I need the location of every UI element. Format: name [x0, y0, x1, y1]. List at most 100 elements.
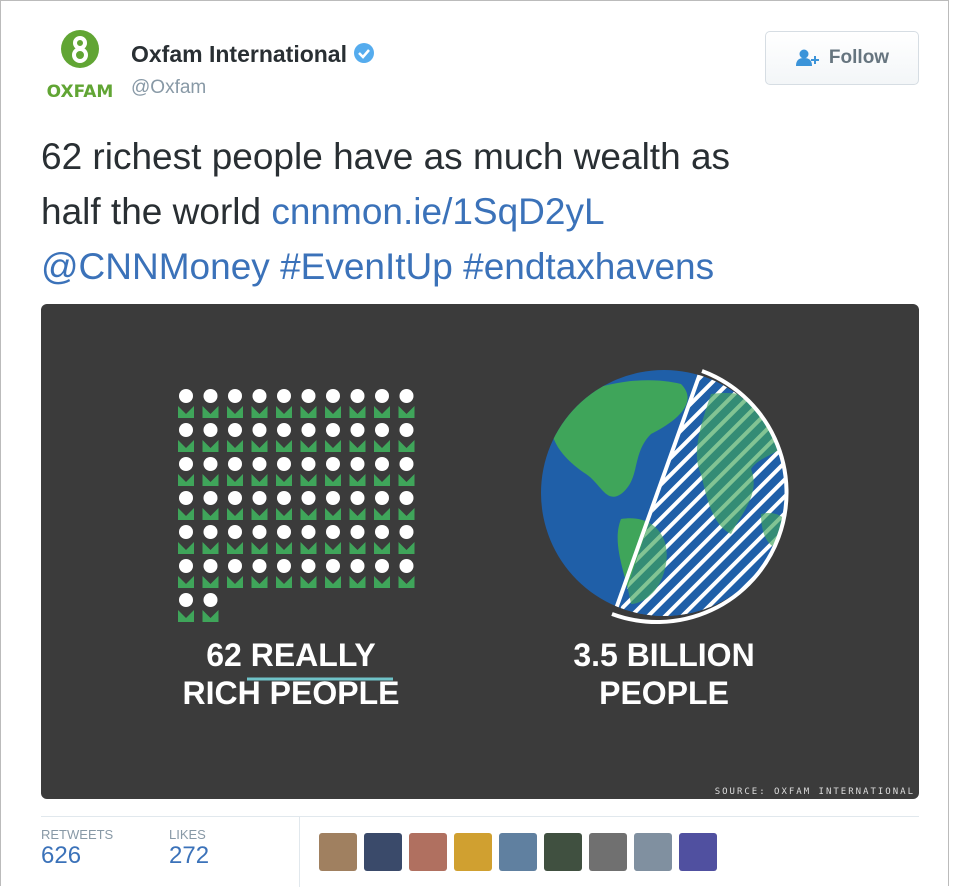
account-name[interactable]: Oxfam International — [131, 41, 375, 68]
person-icon — [277, 559, 291, 573]
person-icon — [252, 440, 268, 452]
person-icon — [351, 457, 365, 471]
avatar[interactable] — [364, 833, 402, 871]
stat[interactable]: RETWEETS 626 — [41, 827, 113, 870]
person-icon — [204, 559, 218, 573]
divider — [41, 816, 919, 817]
person-icon — [375, 423, 389, 437]
person-icon — [302, 491, 316, 505]
person-icon — [351, 491, 365, 505]
person-icon — [302, 457, 316, 471]
person-icon — [179, 457, 193, 471]
person-icon — [400, 559, 414, 573]
person-icon — [301, 508, 317, 520]
person-icon — [228, 457, 242, 471]
person-icon — [228, 491, 242, 505]
person-icon — [350, 474, 366, 486]
person-icon — [325, 474, 341, 486]
follow-text[interactable]: Follow — [829, 47, 889, 69]
person-icon — [351, 389, 365, 403]
tweet-mention[interactable]: @CNNMoney — [41, 246, 270, 287]
person-icon — [375, 491, 389, 505]
account-name-text[interactable]: Oxfam International — [131, 41, 347, 67]
person-icon — [252, 576, 268, 588]
tweet-hashtag[interactable]: #EvenItUp — [280, 246, 453, 287]
avatar[interactable] — [634, 833, 672, 871]
person-icon — [399, 576, 415, 588]
person-icon — [276, 508, 292, 520]
person-icon — [301, 576, 317, 588]
tweet-link[interactable]: cnnmon.ie/1SqD2yL — [271, 191, 604, 232]
person-icon — [326, 457, 340, 471]
person-icon — [204, 525, 218, 539]
avatar[interactable] — [454, 833, 492, 871]
person-icon — [178, 508, 194, 520]
person-icon — [325, 576, 341, 588]
oxfam-logo[interactable]: OXFAM — [45, 29, 115, 105]
avatar[interactable] — [589, 833, 627, 871]
person-icon — [178, 610, 194, 622]
person-icon — [179, 389, 193, 403]
person-icon — [179, 491, 193, 505]
person-icon — [227, 406, 243, 418]
stat-label: RETWEETS — [41, 827, 113, 842]
person-icon — [399, 440, 415, 452]
person-icon — [178, 406, 194, 418]
infographic[interactable]: 62 REALLY RICH PEOPLE 3.5 BILLION PEOPLE… — [41, 304, 919, 799]
infographic-art — [41, 304, 919, 799]
globe — [531, 364, 801, 624]
person-icon — [252, 406, 268, 418]
tweet-line: half the world — [41, 191, 261, 232]
person-icon — [399, 508, 415, 520]
tweet-card: OXFAM Oxfam International @Oxfam Follow … — [0, 0, 949, 886]
account-handle[interactable]: @Oxfam — [131, 77, 206, 99]
person-icon — [350, 542, 366, 554]
avatar[interactable] — [499, 833, 537, 871]
person-icon — [301, 474, 317, 486]
person-icon — [204, 389, 218, 403]
right-label-line: PEOPLE — [514, 674, 814, 712]
person-icon — [253, 423, 267, 437]
person-icon — [350, 576, 366, 588]
avatar[interactable] — [409, 833, 447, 871]
person-icon — [374, 440, 390, 452]
person-icon — [374, 542, 390, 554]
person-icon — [400, 423, 414, 437]
person-icon — [227, 508, 243, 520]
person-icon — [302, 559, 316, 573]
stat[interactable]: LIKES 272 — [169, 827, 209, 870]
avatar[interactable] — [319, 833, 357, 871]
person-icon — [253, 559, 267, 573]
person-icon — [351, 525, 365, 539]
left-label: 62 REALLY RICH PEOPLE — [141, 636, 441, 712]
tweet-hashtag[interactable]: #endtaxhavens — [463, 246, 714, 287]
person-icon — [178, 542, 194, 554]
right-label: 3.5 BILLION PEOPLE — [514, 636, 814, 712]
person-icon — [178, 474, 194, 486]
person-icon — [228, 423, 242, 437]
left-label-line: RICH PEOPLE — [141, 674, 441, 712]
person-icon — [203, 542, 219, 554]
person-icon — [227, 474, 243, 486]
person-icon — [277, 491, 291, 505]
person-icon — [374, 474, 390, 486]
person-icon — [253, 389, 267, 403]
person-icon — [227, 576, 243, 588]
person-icon — [399, 542, 415, 554]
follow-button[interactable]: Follow — [765, 31, 919, 85]
tweet-text: 62 richest people have as much wealth as… — [41, 129, 921, 294]
person-icon — [227, 440, 243, 452]
person-icon — [326, 559, 340, 573]
person-icon — [203, 406, 219, 418]
person-icon — [326, 389, 340, 403]
person-icon — [276, 576, 292, 588]
avatar[interactable] — [679, 833, 717, 871]
person-icon — [276, 542, 292, 554]
person-icon — [351, 423, 365, 437]
people-icons — [178, 389, 415, 622]
person-icon — [325, 440, 341, 452]
avatar[interactable] — [544, 833, 582, 871]
person-icon — [326, 491, 340, 505]
person-icon — [277, 525, 291, 539]
person-icon — [203, 440, 219, 452]
